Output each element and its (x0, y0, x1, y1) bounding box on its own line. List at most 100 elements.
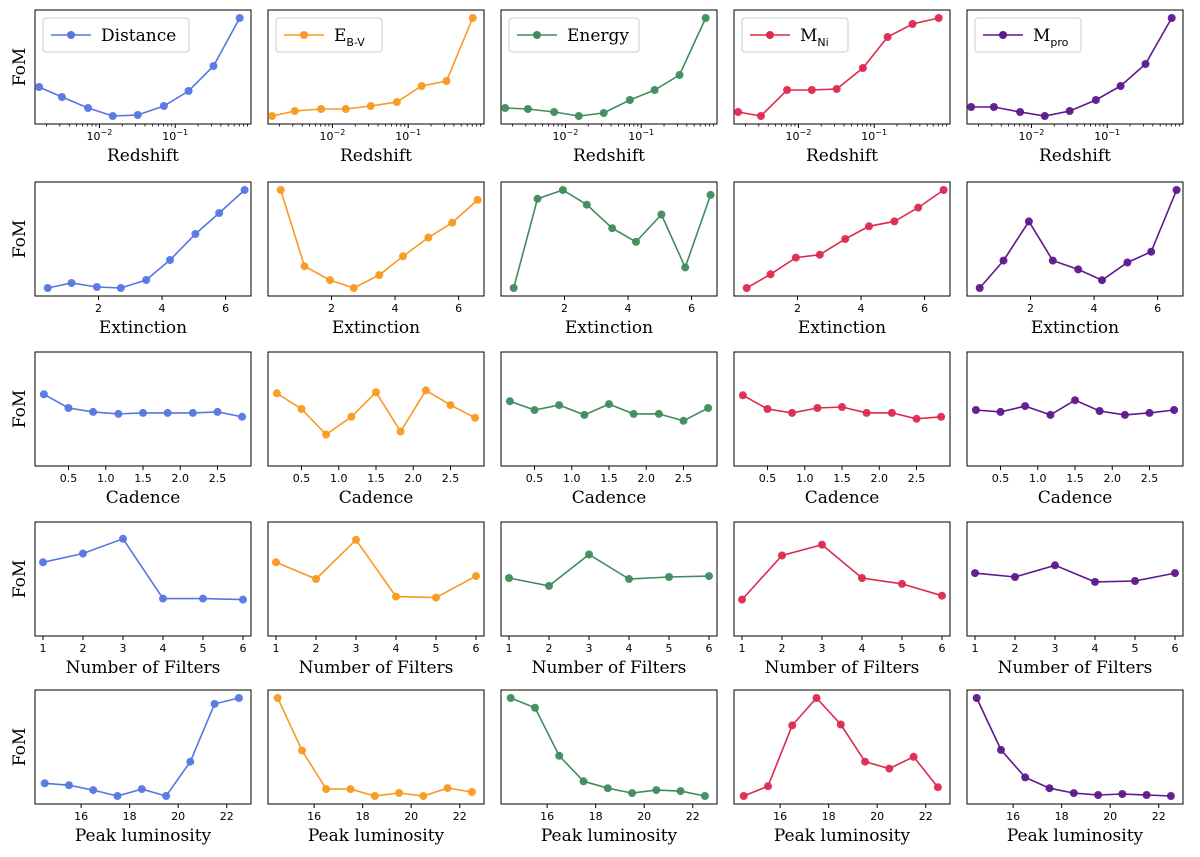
data-point (1172, 186, 1181, 194)
data-point (1120, 410, 1129, 419)
x-tick-label: 18 (822, 810, 836, 823)
data-point (472, 572, 480, 581)
data-point (938, 591, 946, 600)
data-point (159, 102, 168, 110)
x-tick-label: 20 (171, 810, 185, 823)
data-point (862, 408, 871, 417)
data-point (1171, 569, 1179, 578)
x-axis-label: Number of Filters (66, 658, 221, 678)
tick-base: 10 (320, 130, 334, 143)
x-tick-label: 2.0 (171, 472, 189, 485)
data-point (883, 33, 892, 41)
x-tick-label: 2 (1027, 302, 1034, 315)
data-point (605, 400, 613, 409)
data-point (273, 694, 282, 702)
x-axis-label: Peak luminosity (774, 826, 911, 846)
data-point (399, 252, 407, 261)
tick-base: 10 (395, 130, 409, 143)
panel-cadence-energy: 0.5 1.0 1.5 2.0 2.5 Cadence (500, 351, 718, 508)
legend-label-main: M (800, 26, 817, 46)
x-tick-label: 1.0 (796, 472, 814, 485)
data-point (807, 86, 816, 94)
x-axis-label: Number of Filters (998, 658, 1153, 678)
x-axis-label: Redshift (107, 146, 179, 166)
panel-cadence-mni: 0.5 1.0 1.5 2.0 2.5 Cadence (733, 351, 951, 508)
data-point (996, 407, 1005, 416)
x-tick-label: 22 (919, 810, 933, 823)
axes-frame (733, 9, 951, 125)
data-point (215, 209, 224, 217)
x-axis-label: Extinction (798, 318, 886, 338)
tick-exponent: −1 (875, 128, 887, 137)
data-point (705, 572, 713, 581)
data-point (1095, 407, 1104, 415)
x-tick-label: 10−2 (320, 128, 346, 143)
legend-label-main: E (334, 26, 346, 46)
x-tick-label: 4 (159, 302, 166, 315)
data-point (317, 105, 326, 113)
data-point (555, 401, 564, 410)
data-point (506, 694, 515, 702)
data-point (163, 408, 172, 417)
data-point (937, 412, 946, 421)
data-point (1145, 408, 1154, 417)
x-tick-label: 20 (404, 810, 418, 823)
panel-cadence-distance: 0.5 1.0 1.5 2.0 2.5 Cadence FoM (10, 351, 252, 508)
x-tick-label: 4 (859, 642, 866, 655)
legend-box (741, 17, 849, 53)
x-tick-label: 2 (1012, 642, 1019, 655)
data-point (501, 104, 510, 112)
data-point (213, 407, 222, 416)
panel-cadence-mpro: 0.5 1.0 1.5 2.0 2.5 Cadence (966, 351, 1184, 508)
x-tick-label: 6 (1154, 302, 1161, 315)
x-tick-label: 5 (666, 642, 673, 655)
x-tick-label: 1.5 (134, 472, 152, 485)
axes-frame (267, 521, 485, 637)
axes-frame (733, 689, 951, 805)
data-point (370, 792, 379, 800)
panel-number-of-filters-ebv: 1 2 3 4 5 6 Number of Filters (267, 521, 485, 678)
data-point (1123, 258, 1132, 267)
data-point (764, 782, 772, 791)
x-axis-label: Peak luminosity (1007, 826, 1144, 846)
data-point (742, 284, 751, 292)
data-point (558, 186, 567, 194)
x-tick-label: 2.5 (209, 472, 227, 485)
x-axis-label: Number of Filters (299, 658, 454, 678)
data-point (199, 594, 207, 603)
x-tick-label: 2.5 (1141, 472, 1159, 485)
x-tick-label: 22 (1152, 810, 1166, 823)
axes-frame (966, 521, 1184, 637)
x-tick-label: 0.5 (992, 472, 1010, 485)
y-axis-label: FoM (10, 728, 30, 767)
axes-frame (500, 181, 718, 297)
legend-box (508, 17, 640, 53)
data-point (290, 107, 299, 115)
data-point (550, 108, 559, 116)
data-point (238, 412, 247, 421)
data-point (392, 98, 401, 106)
data-point (188, 408, 197, 417)
x-tick-label: 2 (328, 302, 335, 315)
x-tick-label: 4 (858, 302, 865, 315)
data-point (1098, 276, 1106, 285)
data-point (652, 786, 661, 795)
data-point (372, 388, 380, 397)
data-point (322, 430, 331, 439)
data-point (603, 784, 612, 793)
data-point (1069, 789, 1078, 798)
legend-label-main: Energy (567, 26, 629, 46)
data-point (815, 250, 824, 259)
data-point (523, 105, 532, 113)
x-tick-label: 16 (773, 810, 787, 823)
x-tick-label: 3 (1052, 642, 1059, 655)
data-point (812, 694, 821, 702)
tick-base: 10 (628, 130, 642, 143)
data-point (934, 14, 943, 22)
data-point (505, 574, 513, 582)
tick-base: 10 (1019, 130, 1033, 143)
data-point (108, 112, 117, 120)
axes-frame (733, 521, 951, 637)
data-point (625, 575, 633, 583)
